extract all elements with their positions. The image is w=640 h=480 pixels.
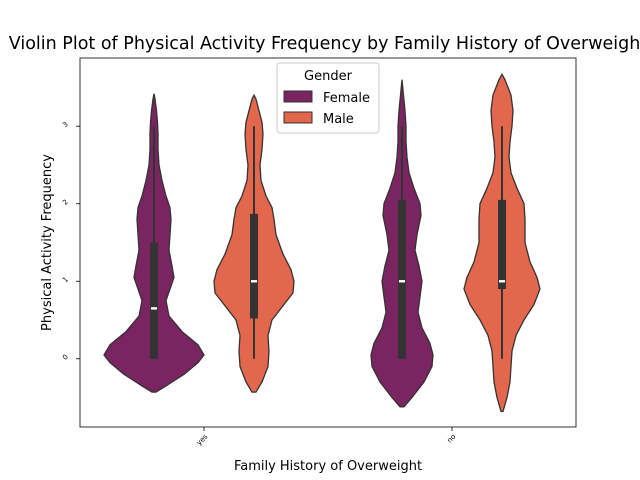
median-male-yes	[251, 280, 257, 283]
legend-label-female: Female	[323, 91, 370, 106]
legend-swatch-female	[283, 90, 313, 103]
x-tick-label-yes: yes	[195, 433, 209, 447]
x-axis-label: Family History of Overweight	[234, 459, 422, 474]
y-tick-label: 3	[61, 120, 70, 129]
x-tick-label-no: no	[446, 433, 458, 445]
legend-title: Gender	[304, 69, 353, 84]
median-male-no	[499, 280, 505, 283]
boxes-layer	[150, 126, 506, 359]
y-axis: 0 1 2 3	[61, 120, 80, 362]
iqr-box-female-no	[398, 199, 406, 359]
chart-title: Violin Plot of Physical Activity Frequen…	[9, 34, 640, 54]
median-female-yes	[151, 307, 157, 310]
legend: Gender Female Male	[276, 62, 380, 134]
y-tick-label: 1	[61, 275, 70, 284]
iqr-box-male-yes	[250, 213, 258, 319]
legend-swatch-male	[283, 111, 313, 124]
y-axis-label: Physical Activity Frequency	[40, 154, 55, 331]
iqr-box-female-yes	[150, 242, 158, 359]
median-female-no	[399, 280, 405, 283]
iqr-box-male-no	[498, 199, 506, 290]
plot-frame	[79, 57, 577, 428]
x-axis: yes no	[195, 427, 457, 447]
y-tick-label: 2	[61, 198, 70, 207]
legend-label-male: Male	[323, 112, 354, 127]
y-tick-label: 0	[61, 353, 70, 362]
